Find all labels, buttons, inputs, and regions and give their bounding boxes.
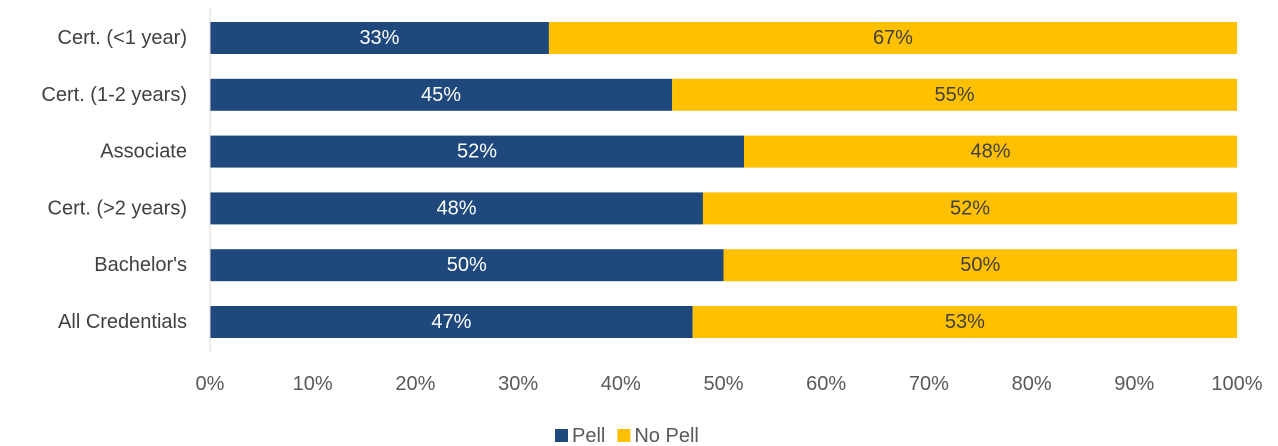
data-label: 48% — [971, 141, 1011, 163]
bar-segment-no-pell — [744, 135, 1237, 168]
x-tick-label: 20% — [395, 373, 435, 395]
legend-swatch — [617, 429, 631, 442]
x-tick-label: 60% — [806, 373, 846, 395]
data-label: 50% — [960, 254, 1000, 276]
category-label: Cert. (1-2 years) — [41, 84, 187, 106]
x-tick-label: 70% — [909, 373, 949, 395]
data-label: 55% — [935, 84, 975, 106]
data-label: 48% — [436, 197, 476, 219]
legend-label: No Pell — [634, 425, 698, 446]
category-label: Bachelor's — [94, 254, 187, 276]
bar-segment-pell — [210, 135, 745, 168]
bar-segment-no-pell — [723, 249, 1237, 282]
bar-segment-no-pell — [692, 306, 1237, 338]
data-label: 67% — [873, 27, 913, 49]
data-label: 52% — [950, 197, 990, 219]
category-label: Associate — [100, 141, 187, 163]
category-label: Cert. (<1 year) — [58, 27, 187, 49]
x-tick-label: 30% — [498, 373, 538, 395]
x-tick-label: 10% — [293, 373, 333, 395]
bar-segment-pell — [210, 249, 724, 282]
data-label: 47% — [431, 311, 471, 333]
legend-label: Pell — [572, 425, 605, 446]
bar-segment-no-pell — [548, 22, 1237, 54]
bar-segment-no-pell — [672, 78, 1237, 111]
x-tick-label: 40% — [601, 373, 641, 395]
bars-group: 33% 67% 45% 55% 52% 48% 48% 52% 50% 50% 47% 53% — [210, 22, 1237, 338]
x-tick-label: 100% — [1211, 373, 1262, 395]
x-tick-label: 90% — [1114, 373, 1154, 395]
bar-segment-pell — [210, 306, 693, 338]
legend-swatch — [555, 429, 568, 442]
x-axis-tick-labels: 0% 10% 20% 30% 40% 50% 60% 70% 80% 90% 100% — [196, 373, 1263, 395]
bar-segment-no-pell — [702, 192, 1237, 225]
legend: Pell No Pell — [555, 425, 699, 446]
x-tick-label: 0% — [196, 373, 225, 395]
data-label: 50% — [447, 254, 487, 276]
data-label: 45% — [421, 84, 461, 106]
x-tick-label: 50% — [703, 373, 743, 395]
bar-segment-pell — [210, 22, 549, 54]
bar-segment-pell — [210, 78, 673, 111]
category-labels: Cert. (<1 year) Cert. (1-2 years) Associat… — [41, 27, 187, 333]
data-label: 33% — [359, 27, 399, 49]
x-tick-label: 80% — [1012, 373, 1052, 395]
category-label: Cert. (>2 years) — [48, 197, 187, 219]
category-label: All Credentials — [58, 311, 187, 333]
bar-segment-pell — [210, 192, 703, 225]
data-label: 52% — [457, 141, 497, 163]
data-label: 53% — [945, 311, 985, 333]
